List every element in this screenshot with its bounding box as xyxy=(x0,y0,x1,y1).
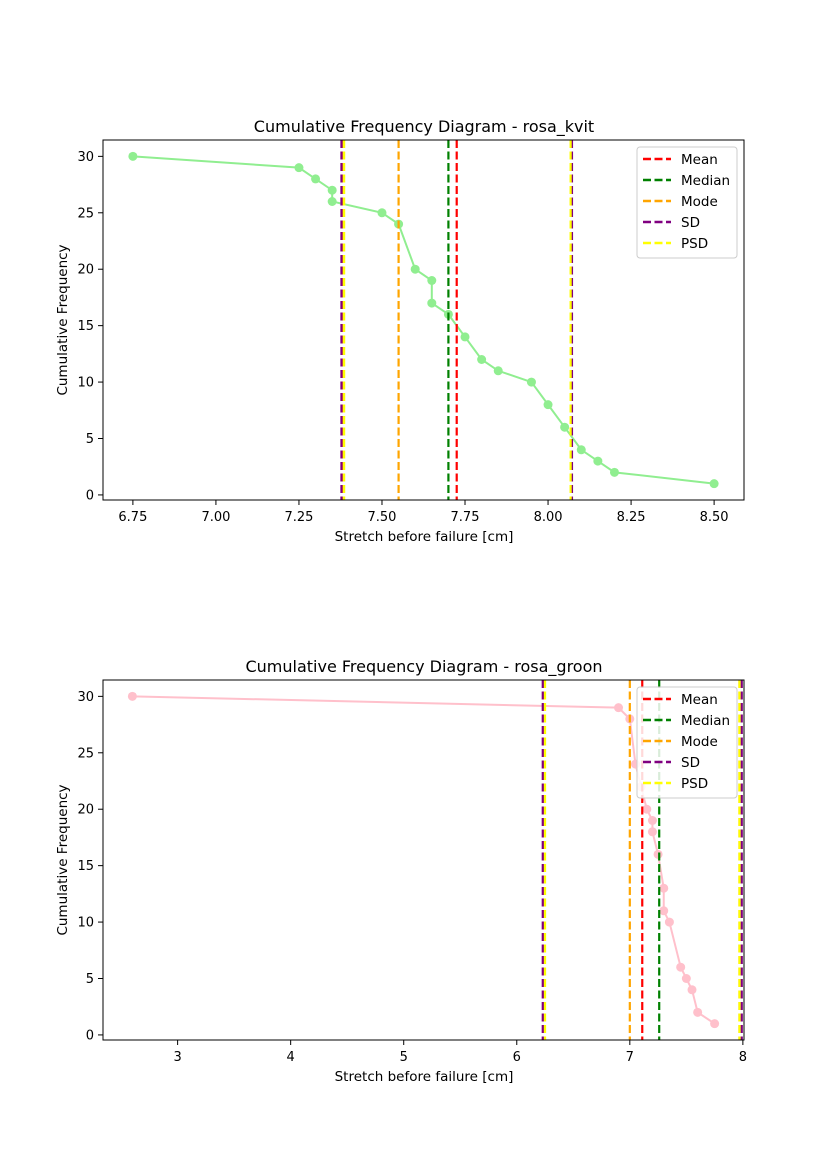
data-point xyxy=(560,422,570,432)
data-point xyxy=(664,917,674,927)
data-point xyxy=(327,197,337,206)
data-point xyxy=(647,816,657,825)
y-tick-label: 10 xyxy=(77,376,94,391)
data-point xyxy=(576,445,586,455)
y-tick-label: 20 xyxy=(77,803,94,818)
data-point xyxy=(493,366,503,376)
legend-label: PSD xyxy=(681,236,708,252)
plot-marks xyxy=(128,140,719,500)
x-tick-label: 5 xyxy=(400,1050,408,1065)
axes-frame xyxy=(102,679,745,1041)
y-tick-label: 25 xyxy=(77,746,94,761)
chart-rosa-kvit: Cumulative Frequency Diagram - rosa_kvit… xyxy=(55,117,745,545)
data-point xyxy=(377,208,387,218)
x-tick-label: 8.50 xyxy=(700,510,729,525)
legend: Mean Median Mode SD PSD xyxy=(636,146,738,259)
data-point xyxy=(693,1007,703,1017)
data-point xyxy=(543,400,553,410)
legend-label: Mean xyxy=(681,152,718,168)
legend-box xyxy=(636,146,738,259)
x-tick-label: 7.50 xyxy=(368,510,397,525)
legend-label: Mean xyxy=(681,692,718,708)
x-tick-label: 7.25 xyxy=(284,510,313,525)
data-point xyxy=(427,276,437,285)
plot-marks xyxy=(127,680,743,1040)
data-point xyxy=(653,849,663,859)
y-tick-label: 25 xyxy=(77,206,94,221)
x-tick-label: 3 xyxy=(173,1050,181,1065)
y-tick-label: 15 xyxy=(77,319,94,334)
plot-area: 6.75 7.00 7.25 7.50 7.75 8.00 8.25 8.50 0 5 10 15 20… xyxy=(77,139,745,525)
x-axis-label: Stretch before failure [cm] xyxy=(335,1069,514,1085)
data-point xyxy=(460,332,470,342)
x-tick-label: 4 xyxy=(287,1050,295,1065)
data-point xyxy=(642,804,652,814)
data-point xyxy=(327,185,337,195)
data-point xyxy=(477,355,487,364)
y-tick-label: 30 xyxy=(77,690,94,705)
plot-area: 3 4 5 6 7 8 0 5 10 15 20 25 30 Mean Median Mode SD PSD xyxy=(77,679,747,1065)
x-tick-label: 7.75 xyxy=(451,510,480,525)
legend-label: SD xyxy=(681,215,700,231)
x-tick-label: 6.75 xyxy=(118,510,147,525)
data-point xyxy=(410,264,420,274)
chart-title: Cumulative Frequency Diagram - rosa_groo… xyxy=(245,657,602,677)
y-axis-label: Cumulative Frequency xyxy=(55,784,71,935)
data-point xyxy=(128,151,138,161)
x-tick-label: 7 xyxy=(626,1050,634,1065)
chart-title: Cumulative Frequency Diagram - rosa_kvit xyxy=(254,117,594,137)
y-tick-label: 10 xyxy=(77,916,94,931)
chart-rosa-groon: Cumulative Frequency Diagram - rosa_groo… xyxy=(55,657,747,1085)
x-tick-label: 7.00 xyxy=(201,510,230,525)
legend-label: PSD xyxy=(681,776,708,792)
y-tick-label: 0 xyxy=(86,1028,94,1043)
y-tick-label: 20 xyxy=(77,263,94,278)
data-point xyxy=(311,174,321,184)
y-tick-label: 15 xyxy=(77,859,94,874)
data-point xyxy=(676,962,686,972)
legend-label: Mode xyxy=(681,194,718,210)
legend-label: Median xyxy=(681,173,730,189)
data-point xyxy=(687,985,697,995)
y-tick-label: 0 xyxy=(86,488,94,503)
data-point xyxy=(127,691,137,701)
x-tick-label: 8.25 xyxy=(617,510,646,525)
data-point xyxy=(659,906,669,916)
data-point xyxy=(526,377,536,387)
y-tick-label: 5 xyxy=(86,972,94,987)
data-point xyxy=(294,163,304,173)
data-point xyxy=(681,974,691,983)
y-axis-label: Cumulative Frequency xyxy=(55,244,71,395)
data-point xyxy=(647,827,657,837)
axes-frame xyxy=(102,139,745,501)
data-point xyxy=(710,1019,720,1029)
y-tick-label: 5 xyxy=(86,432,94,447)
x-tick-label: 6 xyxy=(513,1050,521,1065)
data-point xyxy=(609,467,619,477)
data-point xyxy=(593,456,603,466)
legend: Mean Median Mode SD PSD xyxy=(636,686,738,799)
data-point xyxy=(659,883,669,893)
legend-label: Median xyxy=(681,713,730,729)
x-tick-label: 8 xyxy=(739,1050,747,1065)
data-point xyxy=(614,703,624,713)
y-tick-label: 30 xyxy=(77,150,94,165)
data-point xyxy=(709,479,719,489)
legend-label: Mode xyxy=(681,734,718,750)
x-axis-label: Stretch before failure [cm] xyxy=(335,529,514,545)
legend-box xyxy=(636,686,738,799)
x-tick-label: 8.00 xyxy=(534,510,563,525)
legend-label: SD xyxy=(681,755,700,771)
data-point xyxy=(427,298,437,308)
